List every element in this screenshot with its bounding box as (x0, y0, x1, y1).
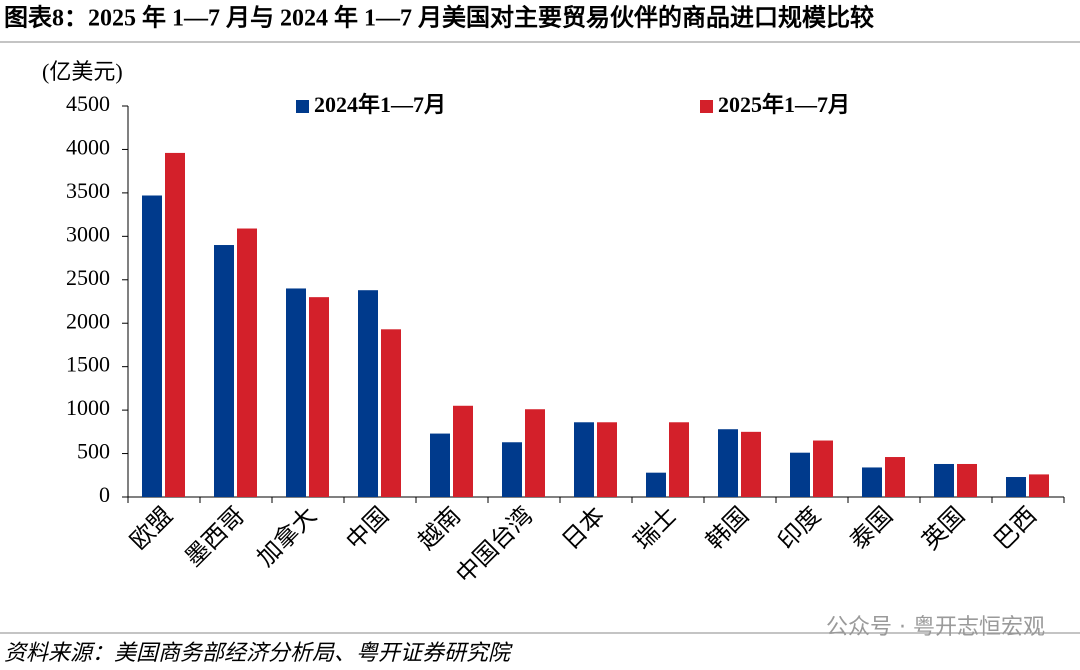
bar (1029, 474, 1049, 497)
y-tick-label: 3000 (66, 221, 110, 246)
y-tick-label: 2500 (66, 265, 110, 290)
bar (525, 409, 545, 497)
x-tick-label: 墨西哥 (181, 503, 250, 572)
y-tick-label: 0 (99, 482, 110, 507)
x-tick-label: 日本 (557, 502, 610, 555)
bar (214, 245, 234, 497)
x-tick-label: 中国 (341, 502, 394, 555)
bar (597, 422, 617, 497)
bar (430, 433, 450, 497)
source: 资料来源：美国商务部经济分析局、粤开证券研究院 (4, 640, 513, 665)
x-tick-label: 韩国 (701, 502, 754, 555)
bar (741, 431, 761, 497)
legend-swatch (296, 100, 309, 113)
bar (862, 467, 882, 497)
bar (813, 440, 833, 497)
bar (790, 452, 810, 497)
bar (358, 290, 378, 497)
legend-label: 2024年1—7月 (314, 92, 446, 117)
bar (286, 288, 306, 497)
x-tick-label: 欧盟 (125, 502, 178, 555)
x-tick-label: 加拿大 (252, 502, 322, 572)
x-tick-label: 越南 (413, 502, 466, 555)
legend-label: 2025年1—7月 (718, 92, 850, 117)
bar (165, 152, 185, 498)
bar (718, 429, 738, 497)
bar (646, 472, 666, 497)
y-tick-label: 2000 (66, 308, 110, 333)
bar (142, 195, 162, 498)
chart-title: 图表8：2025 年 1—7 月与 2024 年 1—7 月美国对主要贸易伙伴的… (4, 4, 874, 32)
watermark: 公众号 · 粤开志恒宏观 (826, 615, 1045, 640)
x-tick-label: 英国 (917, 502, 970, 555)
y-tick-label: 500 (77, 439, 110, 464)
x-tick-label: 瑞士 (629, 502, 682, 555)
bar (669, 422, 689, 497)
bar (1006, 477, 1026, 497)
bar (934, 463, 954, 497)
x-tick-label: 中国台湾 (451, 502, 538, 589)
bar (957, 463, 977, 497)
y-tick-label: 4000 (66, 134, 110, 159)
x-tick-label: 巴西 (990, 503, 1042, 555)
bar (574, 422, 594, 497)
bar (885, 457, 905, 497)
legend-swatch (700, 100, 713, 113)
y-tick-label: 3500 (66, 178, 110, 203)
y-axis-label: (亿美元) (42, 59, 123, 84)
bar (237, 228, 257, 497)
bar (502, 442, 522, 497)
y-tick-label: 1500 (66, 352, 110, 377)
bar (309, 297, 329, 497)
x-tick-label: 泰国 (845, 502, 898, 555)
x-tick-label: 印度 (773, 502, 826, 555)
bar (381, 329, 401, 497)
y-tick-label: 4500 (66, 91, 110, 116)
bar (453, 405, 473, 497)
y-tick-label: 1000 (66, 395, 110, 420)
